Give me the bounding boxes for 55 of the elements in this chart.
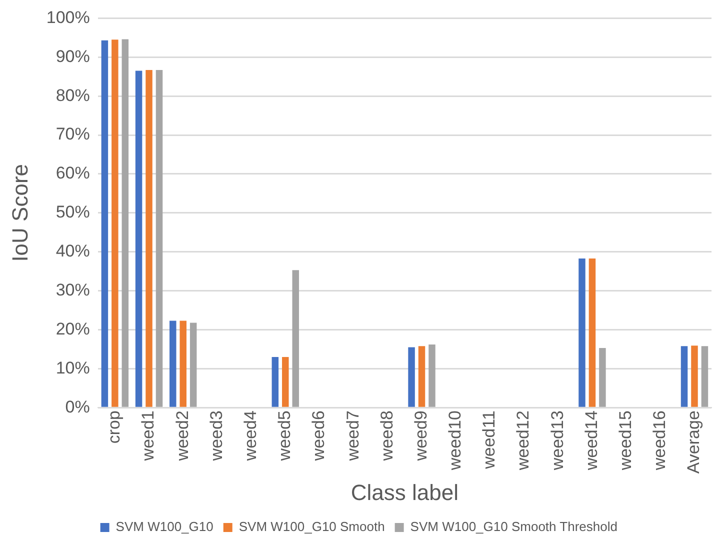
- bar: [180, 320, 186, 407]
- x-tick-label: weed2: [172, 410, 192, 462]
- x-tick-label: weed16: [650, 410, 670, 472]
- bar: [701, 346, 708, 407]
- legend-label: SVM W100_G10 Smooth Threshold: [410, 519, 618, 534]
- x-tick-label: weed3: [206, 410, 226, 462]
- bar: [691, 346, 698, 407]
- x-tick-label: crop: [104, 410, 124, 444]
- x-tick-label: weed8: [377, 410, 396, 462]
- bar: [272, 356, 279, 407]
- x-tick-label: weed13: [548, 410, 567, 472]
- y-tick-label: 10%: [56, 358, 90, 378]
- x-tick-label: weed5: [275, 410, 294, 462]
- x-tick-label: weed14: [582, 410, 601, 472]
- bar: [170, 320, 176, 407]
- x-tick-label: weed12: [514, 410, 533, 472]
- bar: [418, 346, 426, 407]
- y-tick-label: 50%: [56, 202, 90, 222]
- legend-label: SVM W100_G10: [116, 519, 214, 534]
- bar: [408, 347, 415, 407]
- bar: [146, 70, 152, 407]
- x-tick-label: weed10: [446, 410, 465, 472]
- x-tick-label: weed11: [480, 410, 499, 470]
- y-tick-label: 80%: [56, 86, 90, 105]
- x-tick-label: weed4: [240, 410, 260, 462]
- bar: [599, 348, 606, 407]
- x-tick-label: weed1: [138, 410, 158, 462]
- x-tick-label: weed6: [309, 410, 328, 462]
- y-axis-title: IoU Score: [7, 164, 32, 262]
- bar: [588, 258, 596, 407]
- y-tick-label: 100%: [46, 8, 90, 27]
- y-tick-label: 40%: [56, 242, 90, 261]
- bar: [156, 70, 163, 407]
- y-tick-label: 70%: [56, 124, 90, 144]
- x-tick-label: weed9: [411, 410, 430, 462]
- bar: [292, 270, 299, 407]
- y-tick-label: 20%: [56, 319, 90, 338]
- bar: [428, 344, 436, 407]
- y-tick-label: 90%: [56, 46, 90, 66]
- bar: [122, 39, 129, 407]
- legend-label: SVM W100_G10 Smooth: [238, 519, 385, 534]
- bar: [282, 356, 289, 407]
- bar: [680, 346, 688, 407]
- y-tick-label: 60%: [56, 164, 90, 183]
- x-tick-label: Average: [684, 410, 704, 474]
- bar: [135, 70, 142, 407]
- bar: [578, 258, 586, 407]
- bar: [190, 322, 197, 407]
- x-tick-label: weed15: [616, 410, 635, 472]
- y-tick-label: 0%: [65, 397, 90, 416]
- x-axis-title: Class label: [350, 480, 459, 505]
- bar: [101, 40, 108, 407]
- y-tick-label: 30%: [56, 280, 90, 300]
- x-tick-label: weed7: [343, 410, 362, 462]
- bar: [112, 40, 118, 407]
